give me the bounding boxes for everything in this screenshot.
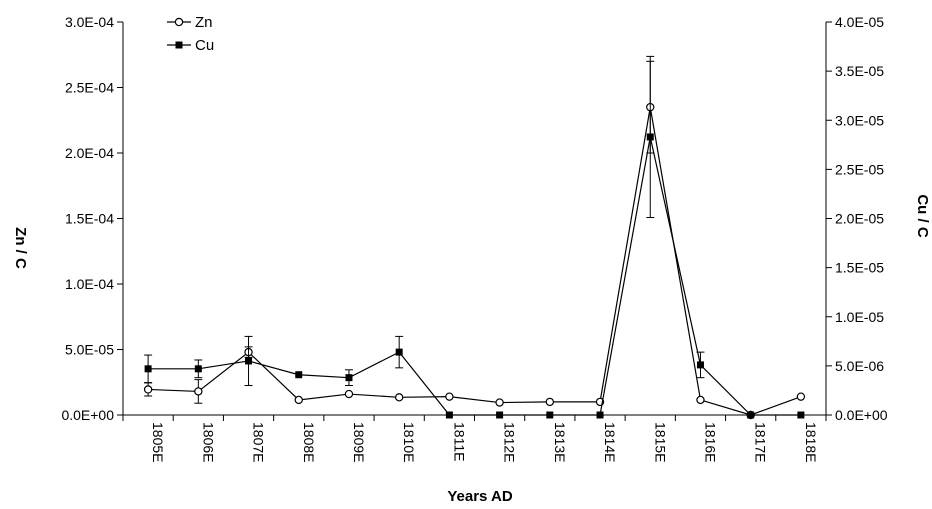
series-layer	[143, 55, 806, 420]
x-tick-label: 1813E	[552, 422, 568, 462]
x-axis-title: Years AD	[447, 488, 512, 505]
data-point-cu	[797, 411, 805, 419]
data-point-cu	[747, 411, 755, 419]
data-point-cu	[445, 411, 453, 419]
left-y-tick-label: 2.0E-04	[65, 145, 114, 161]
left-y-axis-title: Zn / C	[12, 227, 29, 269]
data-point-zn	[143, 385, 153, 394]
x-tick-label: 1812E	[502, 422, 518, 462]
series-line-cu	[148, 136, 801, 416]
series-cu	[144, 55, 805, 419]
data-point-zn	[194, 387, 203, 396]
right-y-tick-label: 1.0E-05	[835, 309, 884, 325]
data-point-cu	[696, 361, 704, 369]
data-point-cu	[194, 365, 202, 373]
data-point-zn	[394, 393, 404, 402]
left-y-tick-label: 1.5E-04	[65, 211, 114, 227]
x-tick-label: 1811E	[451, 422, 467, 461]
right-y-tick-label: 3.5E-05	[835, 63, 884, 79]
data-point-cu	[295, 371, 303, 379]
x-tick-label: 1818E	[803, 422, 819, 462]
x-tick-label: 1805E	[150, 422, 166, 462]
legend-marker-cu	[175, 41, 183, 49]
right-y-axis: 0.0E+00 5.0E-06 1.0E-05 1.5E-05 2.0E-05 2.5E-…	[826, 14, 888, 423]
data-point-cu	[144, 365, 152, 373]
data-point-zn	[495, 398, 504, 407]
data-point-zn	[796, 392, 806, 401]
data-point-zn	[294, 395, 303, 405]
data-point-cu	[245, 357, 253, 365]
x-tick-label: 1807E	[251, 422, 267, 462]
x-tick-label: 1808E	[301, 422, 317, 462]
legend-item-cu: Cu	[167, 37, 214, 54]
data-point-cu	[395, 348, 403, 356]
left-y-tick-label: 3.0E-04	[65, 14, 114, 30]
data-point-zn	[696, 395, 705, 405]
legend-item-zn: Zn	[167, 14, 213, 31]
legend-label-zn: Zn	[195, 14, 213, 31]
right-y-tick-label: 5.0E-06	[835, 358, 884, 374]
right-y-axis-title: Cu / C	[914, 194, 931, 237]
left-y-tick-label: 1.0E-04	[65, 276, 114, 292]
x-axis: 1805E 1806E 1807E 1808E 1809E 1810E 1811E 1812E…	[122, 415, 827, 462]
series-zn	[143, 60, 806, 420]
data-point-cu	[496, 411, 504, 419]
data-point-zn	[545, 397, 555, 407]
left-y-tick-label: 5.0E-05	[65, 342, 114, 358]
right-y-tick-label: 1.5E-05	[835, 260, 884, 276]
x-tick-label: 1809E	[351, 422, 367, 462]
axes	[122, 22, 827, 416]
data-point-cu	[596, 411, 604, 419]
right-y-tick-label: 0.0E+00	[835, 407, 888, 423]
x-tick-label: 1810E	[401, 422, 417, 462]
data-point-zn	[344, 389, 354, 399]
x-tick-label: 1815E	[652, 422, 668, 462]
x-tick-label: 1816E	[702, 422, 718, 462]
right-y-tick-label: 4.0E-05	[835, 14, 884, 30]
data-point-zn	[445, 392, 454, 401]
legend-marker-zn	[174, 17, 184, 27]
series-line-zn	[148, 107, 802, 416]
legend-label-cu: Cu	[195, 37, 214, 54]
left-y-tick-label: 2.5E-04	[65, 80, 114, 96]
right-y-tick-label: 2.5E-05	[835, 161, 884, 177]
data-point-cu	[646, 133, 654, 141]
right-y-tick-label: 2.0E-05	[835, 211, 884, 227]
x-tick-label: 1817E	[753, 422, 769, 462]
left-y-tick-label: 0.0E+00	[61, 407, 114, 423]
legend: Zn Cu	[167, 14, 214, 54]
data-point-cu	[345, 374, 353, 382]
right-y-tick-label: 3.0E-05	[835, 112, 884, 128]
x-tick-label: 1806E	[200, 422, 216, 462]
x-tick-label: 1814E	[602, 422, 618, 462]
data-point-cu	[546, 411, 554, 419]
left-y-axis: 0.0E+00 5.0E-05 1.0E-04 1.5E-04 2.0E-04 2.5E-…	[61, 14, 123, 423]
